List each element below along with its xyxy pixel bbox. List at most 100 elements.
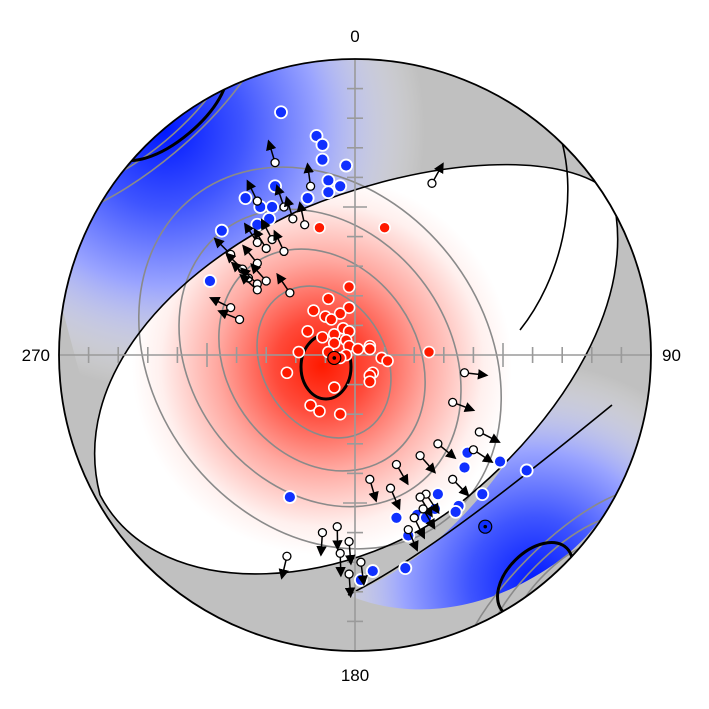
- compression-pole-center: [332, 356, 337, 360]
- label-north: 0: [350, 27, 359, 46]
- slip-vector-point: [418, 504, 428, 514]
- slip-vector-point: [252, 285, 262, 295]
- slip-vector-point: [344, 569, 354, 579]
- label-south: 180: [341, 666, 369, 685]
- slip-vector-point: [332, 522, 342, 532]
- extension-axis-point: [457, 460, 472, 475]
- slip-vector-point: [285, 288, 295, 298]
- extension-axis-point: [274, 105, 288, 120]
- slip-vector-point: [317, 527, 328, 538]
- slip-vector-point: [448, 474, 458, 484]
- compression-axis-point: [313, 404, 326, 418]
- compression-axis-point: [363, 342, 377, 356]
- compression-axis-point: [342, 280, 356, 294]
- extension-axis-point: [282, 490, 297, 504]
- slip-vector-point: [474, 427, 484, 437]
- slip-vector-point: [468, 445, 479, 455]
- extension-axis-point: [321, 185, 336, 200]
- compression-axis-point: [304, 399, 317, 412]
- extension-axis-point: [365, 564, 380, 578]
- slip-vector-point: [459, 368, 470, 378]
- compression-axis-point: [327, 336, 341, 350]
- extension-axis-point: [300, 191, 315, 206]
- extension-axis-point: [339, 158, 354, 173]
- slip-vector-point: [300, 220, 310, 230]
- nodal-plane-3: [519, 134, 569, 331]
- slip-vector-point: [282, 551, 292, 561]
- label-east: 90: [662, 346, 681, 365]
- compression-region: [94, 164, 618, 574]
- nodal-plane-1: [99, 194, 619, 575]
- extension-axis-point: [389, 510, 404, 525]
- extension-axis-point: [265, 200, 280, 214]
- extension-axis-point: [203, 274, 217, 288]
- compression-axis-point: [313, 221, 326, 235]
- nodal-plane-4: [347, 404, 613, 596]
- extension-pole-center: [483, 524, 488, 529]
- axis-ticks: [59, 59, 651, 651]
- slip-vector-point: [415, 450, 425, 461]
- extension-axis-point: [430, 487, 445, 502]
- slip-vector-point: [252, 258, 262, 268]
- slip-vector-point: [415, 492, 425, 502]
- extension-axis-point: [398, 561, 413, 576]
- slip-vector-point: [234, 314, 245, 325]
- compression-axis-point: [378, 221, 391, 235]
- compression-axis-point: [381, 354, 394, 368]
- compression-axis-point: [342, 301, 356, 314]
- compression-axis-point: [333, 307, 347, 320]
- extension-axis-point: [315, 152, 330, 167]
- extension-axis-point: [214, 223, 229, 238]
- compression-axis-point: [301, 325, 314, 338]
- slip-vector-point: [433, 439, 443, 449]
- slip-vector-point: [279, 246, 289, 257]
- slip-vector-point: [261, 276, 271, 286]
- slip-vector-point: [427, 178, 437, 188]
- compression-axis-point: [333, 407, 347, 421]
- slip-vector-point: [279, 202, 289, 212]
- slip-vector-point: [261, 243, 271, 254]
- compression-axis-point: [327, 381, 341, 394]
- extension-axis-point: [268, 179, 282, 194]
- extension-field-nw: [59, 60, 560, 450]
- extension-axis-point: [493, 454, 507, 469]
- extension-axis-point: [519, 463, 534, 478]
- slip-vector-point: [403, 524, 413, 535]
- extension-axis-point: [333, 179, 348, 194]
- compression-axis-point: [316, 330, 329, 344]
- compression-axis-point: [363, 375, 377, 388]
- slip-vector-point: [448, 397, 458, 408]
- slip-vector-point: [305, 181, 316, 191]
- extension-axis-point: [448, 504, 463, 519]
- compression-axis-point: [307, 304, 320, 317]
- label-west: 270: [22, 346, 50, 365]
- slip-vector-point: [270, 157, 280, 168]
- extension-axis-point: [315, 137, 330, 152]
- compression-axis-point: [322, 292, 335, 306]
- extension-axis-point: [262, 211, 277, 226]
- slip-vector-point: [267, 234, 277, 245]
- slip-vector-point: [335, 548, 345, 558]
- net-outline: [58, 58, 652, 652]
- extension-axis-point: [238, 191, 253, 206]
- extension-axis-point: [321, 173, 336, 188]
- slip-vector-point: [391, 459, 402, 470]
- slip-vector-point: [252, 196, 262, 206]
- slip-vector-point: [288, 214, 298, 224]
- compression-axis-point: [292, 345, 306, 359]
- slip-vector-point: [356, 557, 366, 567]
- slip-vector-point: [409, 513, 419, 523]
- slip-vector-point: [365, 474, 375, 484]
- compression-axis-point: [422, 345, 436, 359]
- extension-axis-point: [354, 573, 368, 587]
- extension-axis-point: [475, 487, 490, 502]
- slip-vector-point: [385, 483, 396, 493]
- extension-field-se: [348, 135, 651, 610]
- compression-axis-point: [351, 342, 365, 356]
- data-points: [203, 105, 534, 599]
- compression-axis-point: [280, 366, 294, 380]
- slip-vector-point: [344, 536, 354, 547]
- slip-vector-point: [226, 302, 236, 313]
